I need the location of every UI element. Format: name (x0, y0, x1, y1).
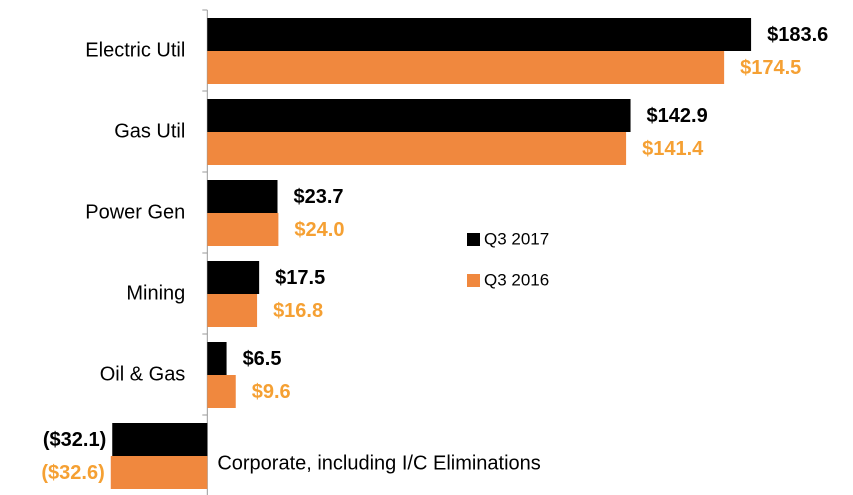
bar (207, 132, 627, 165)
category-label: Corporate, including I/C Eliminations (217, 453, 541, 475)
bar (207, 180, 278, 213)
bar (110, 456, 208, 489)
legend-swatch (467, 274, 480, 287)
value-label: $6.5 (243, 348, 282, 370)
value-label: $16.8 (273, 300, 323, 322)
bar (207, 99, 631, 132)
legend-swatch (467, 233, 480, 246)
value-label: $142.9 (647, 105, 708, 127)
legend-label: Q3 2016 (484, 270, 549, 289)
bar (207, 261, 260, 294)
value-label: $141.4 (642, 138, 704, 160)
legend-label: Q3 2017 (484, 229, 549, 248)
value-label: $9.6 (252, 381, 291, 403)
value-label: $24.0 (294, 219, 344, 241)
value-label: $174.5 (740, 57, 801, 79)
bar (207, 375, 236, 408)
value-label: ($32.1) (43, 429, 106, 451)
bar (207, 294, 258, 327)
bar (207, 342, 227, 375)
bar (207, 213, 279, 246)
value-label: ($32.6) (41, 462, 104, 484)
bar (207, 18, 752, 51)
category-label: Electric Util (85, 39, 185, 61)
value-label: $23.7 (294, 186, 344, 208)
category-label: Oil & Gas (100, 363, 186, 385)
value-label: $183.6 (767, 24, 828, 46)
category-label: Gas Util (114, 120, 185, 142)
value-label: $17.5 (275, 267, 325, 289)
bar (112, 423, 208, 456)
category-label: Power Gen (85, 201, 185, 223)
category-label: Mining (126, 282, 185, 304)
bar (207, 51, 725, 84)
